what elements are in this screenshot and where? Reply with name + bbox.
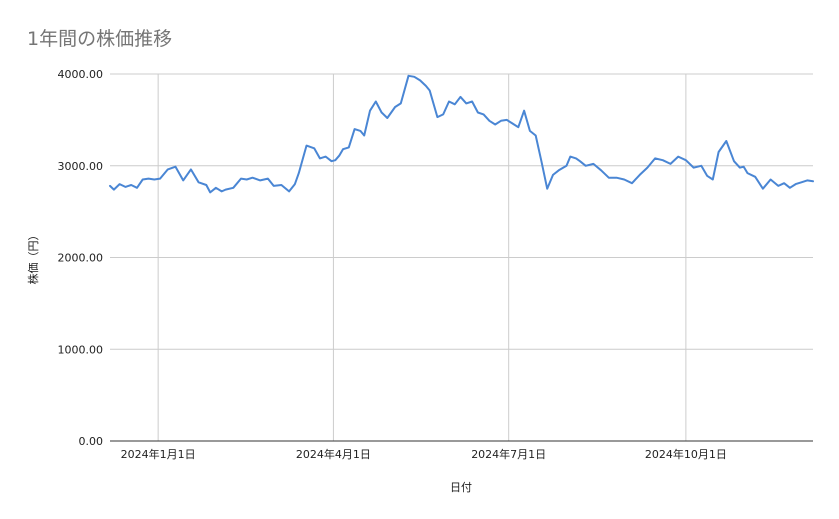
y-tick-label: 3000.00 — [58, 160, 104, 173]
y-tick-label: 1000.00 — [58, 343, 104, 356]
axis-ticks: 0.00 1000.00 2000.00 3000.00 4000.00 2024年1月1… — [58, 68, 727, 461]
y-axis-title: 株価（円） — [26, 230, 40, 285]
series-layer — [109, 74, 814, 194]
x-tick-label: 2024年10月1日 — [645, 447, 727, 461]
x-tick-label: 2024年4月1日 — [296, 447, 371, 461]
y-tick-label: 2000.00 — [58, 252, 104, 265]
x-axis-title: 日付 — [450, 481, 472, 494]
x-tick-label: 2024年7月1日 — [471, 447, 546, 461]
y-tick-label: 0.00 — [79, 435, 104, 448]
series-line — [109, 74, 814, 194]
chart-title: 1年間の株価推移 — [27, 28, 173, 50]
grid-lines — [110, 73, 813, 441]
x-tick-label: 2024年1月1日 — [121, 447, 196, 461]
y-tick-label: 4000.00 — [58, 68, 104, 81]
